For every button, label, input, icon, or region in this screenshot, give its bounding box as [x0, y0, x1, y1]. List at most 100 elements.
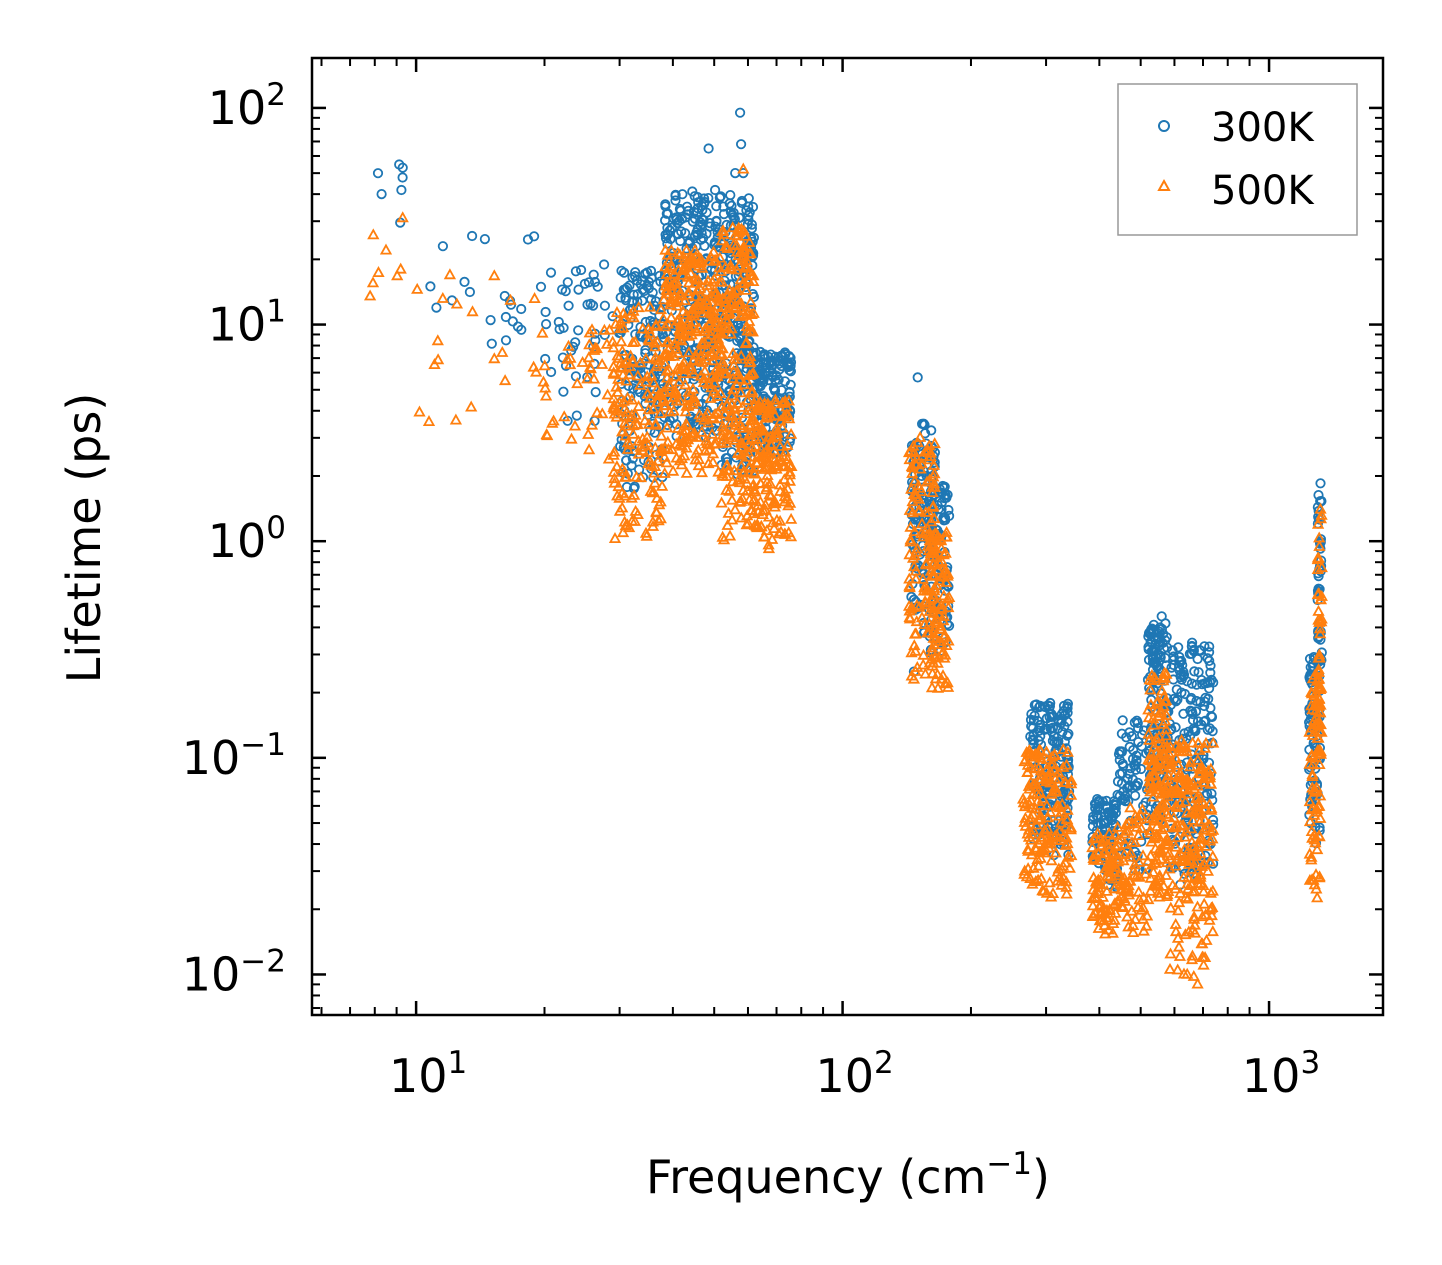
data-point-300k: [1186, 648, 1197, 659]
data-point-300k: [583, 277, 595, 288]
data-point-500k: [1034, 851, 1047, 863]
data-point-500k: [1307, 783, 1321, 795]
data-point-500k: [720, 367, 733, 379]
data-point-300k: [684, 236, 695, 247]
data-point-500k: [1305, 825, 1318, 836]
data-point-500k: [1119, 883, 1132, 895]
data-point-300k: [1204, 723, 1215, 734]
data-point-500k: [1197, 885, 1210, 897]
data-point-500k: [1306, 768, 1319, 780]
data-point-500k: [697, 335, 711, 347]
data-point-500k: [1163, 862, 1176, 874]
data-point-500k: [648, 340, 662, 352]
data-point-500k: [1171, 831, 1184, 843]
data-point-500k: [749, 419, 763, 431]
data-point-500k: [1108, 913, 1121, 925]
data-point-300k: [558, 386, 569, 397]
data-point-500k: [721, 518, 734, 530]
data-point-500k: [1032, 836, 1045, 848]
data-point-500k: [1144, 683, 1157, 695]
data-point-300k: [1116, 746, 1128, 758]
data-point-500k: [682, 346, 696, 358]
data-point-500k: [700, 296, 714, 308]
data-point-500k: [1029, 750, 1042, 762]
data-point-500k: [1164, 761, 1177, 772]
legend-marker-300k: [1158, 120, 1170, 132]
data-point-500k: [657, 293, 671, 305]
data-point-500k: [1038, 841, 1051, 853]
data-point-500k: [760, 406, 773, 418]
data-point-300k: [756, 375, 767, 386]
data-point-500k: [938, 677, 952, 689]
data-point-300k: [1092, 811, 1104, 822]
data-point-500k: [774, 439, 787, 451]
data-point-500k: [664, 298, 677, 310]
data-point-500k: [1128, 836, 1142, 847]
y-axis-title: Lifetime (ps): [57, 393, 111, 684]
data-point-500k: [608, 476, 621, 488]
y-tick-label-base: 10: [208, 514, 267, 568]
data-point-300k: [1179, 688, 1191, 700]
data-point-500k: [665, 244, 678, 256]
data-point-500k: [1147, 712, 1160, 724]
data-point-500k: [714, 387, 727, 399]
data-point-500k: [938, 628, 951, 640]
data-point-500k: [684, 253, 697, 265]
data-point-500k: [1206, 849, 1219, 861]
data-point-500k: [1184, 760, 1197, 772]
data-point-500k: [673, 394, 687, 406]
data-point-500k: [751, 521, 764, 533]
data-point-300k: [1117, 715, 1128, 726]
data-point-500k: [1157, 717, 1170, 729]
data-point-500k: [632, 400, 645, 412]
data-point-500k: [1185, 822, 1198, 834]
data-point-500k: [598, 323, 611, 335]
data-point-500k: [1311, 553, 1324, 565]
data-point-500k: [583, 338, 596, 350]
data-point-500k: [1169, 840, 1183, 852]
data-point-500k: [1312, 716, 1325, 728]
data-point-300k: [1192, 653, 1203, 665]
data-point-500k: [749, 432, 762, 444]
data-point-500k: [590, 406, 604, 418]
data-point-500k: [682, 285, 695, 297]
data-point-500k: [758, 396, 771, 408]
data-point-500k: [1043, 876, 1056, 888]
data-point-500k: [1032, 749, 1045, 761]
data-point-300k: [1152, 648, 1163, 659]
data-point-500k: [607, 465, 620, 477]
data-point-500k: [488, 352, 501, 364]
data-point-500k: [618, 515, 631, 527]
data-point-300k: [1045, 717, 1056, 728]
data-point-500k: [778, 495, 791, 507]
data-point-500k: [616, 425, 630, 437]
data-point-300k: [783, 358, 794, 369]
data-point-500k: [1136, 803, 1149, 815]
data-point-500k: [372, 266, 385, 278]
data-point-500k: [1095, 898, 1108, 910]
y-tick-label: 102: [208, 77, 286, 135]
data-point-500k: [725, 431, 739, 443]
data-point-500k: [746, 441, 759, 453]
data-point-500k: [1160, 723, 1173, 734]
data-point-300k: [677, 189, 688, 200]
data-point-500k: [504, 293, 517, 305]
data-point-500k: [1148, 832, 1161, 844]
data-point-500k: [1147, 790, 1160, 802]
data-point-300k: [1026, 708, 1037, 720]
data-point-300k: [588, 269, 599, 280]
data-point-500k: [660, 336, 673, 348]
data-point-500k: [1122, 920, 1135, 932]
data-point-500k: [910, 545, 923, 557]
data-point-500k: [614, 322, 627, 334]
data-point-300k: [425, 281, 436, 292]
data-point-500k: [1204, 777, 1217, 789]
data-point-300k: [1102, 807, 1114, 818]
data-point-500k: [1169, 917, 1182, 929]
x-tick-label: 103: [1242, 1045, 1320, 1103]
data-point-500k: [903, 503, 916, 515]
data-point-500k: [691, 252, 704, 264]
data-point-500k: [1031, 795, 1044, 806]
data-point-500k: [915, 611, 929, 623]
data-point-500k: [733, 372, 746, 384]
